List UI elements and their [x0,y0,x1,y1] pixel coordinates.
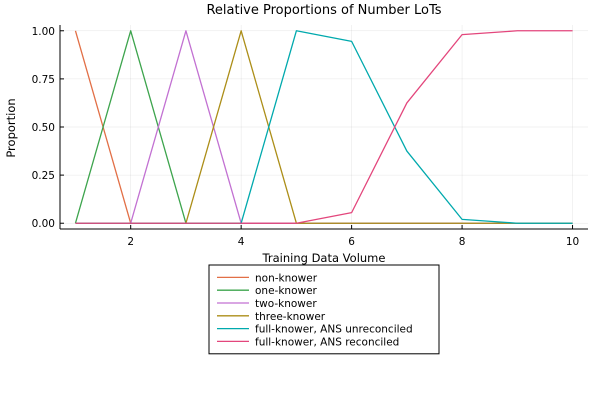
x-tick-label: 6 [348,236,355,248]
y-tick-label: 0.25 [32,170,55,182]
legend-label: three-knower [255,311,326,323]
legend-label: non-knower [255,272,318,284]
legend-label: full-knower, ANS reconciled [255,336,399,348]
legend-label: two-knower [255,298,317,310]
y-axis-ticks: 0.00 0.25 0.50 0.75 1.00 [32,26,64,230]
y-tick-label: 1.00 [32,26,55,38]
legend-label: full-knower, ANS unreconciled [255,324,413,336]
grid [60,25,588,229]
y-tick-label: 0.00 [32,218,55,230]
y-tick-label: 0.50 [32,122,55,134]
y-tick-label: 0.75 [32,74,55,86]
x-tick-label: 8 [459,236,466,248]
x-tick-label: 2 [127,236,134,248]
legend-box [208,264,440,355]
y-axis-label: Proportion [4,98,18,157]
x-tick-label: 10 [566,236,579,248]
legend: non-knowerone-knowertwo-knowerthree-know… [208,264,440,355]
series-line-6 [75,30,573,224]
x-axis-label: Training Data Volume [262,251,386,265]
series-lines [74,30,573,224]
x-tick-label: 4 [238,236,245,248]
chart-title: Relative Proportions of Number LoTs [206,3,441,18]
legend-label: one-knower [255,285,318,297]
x-axis-ticks: 2 4 6 8 10 [127,225,579,248]
